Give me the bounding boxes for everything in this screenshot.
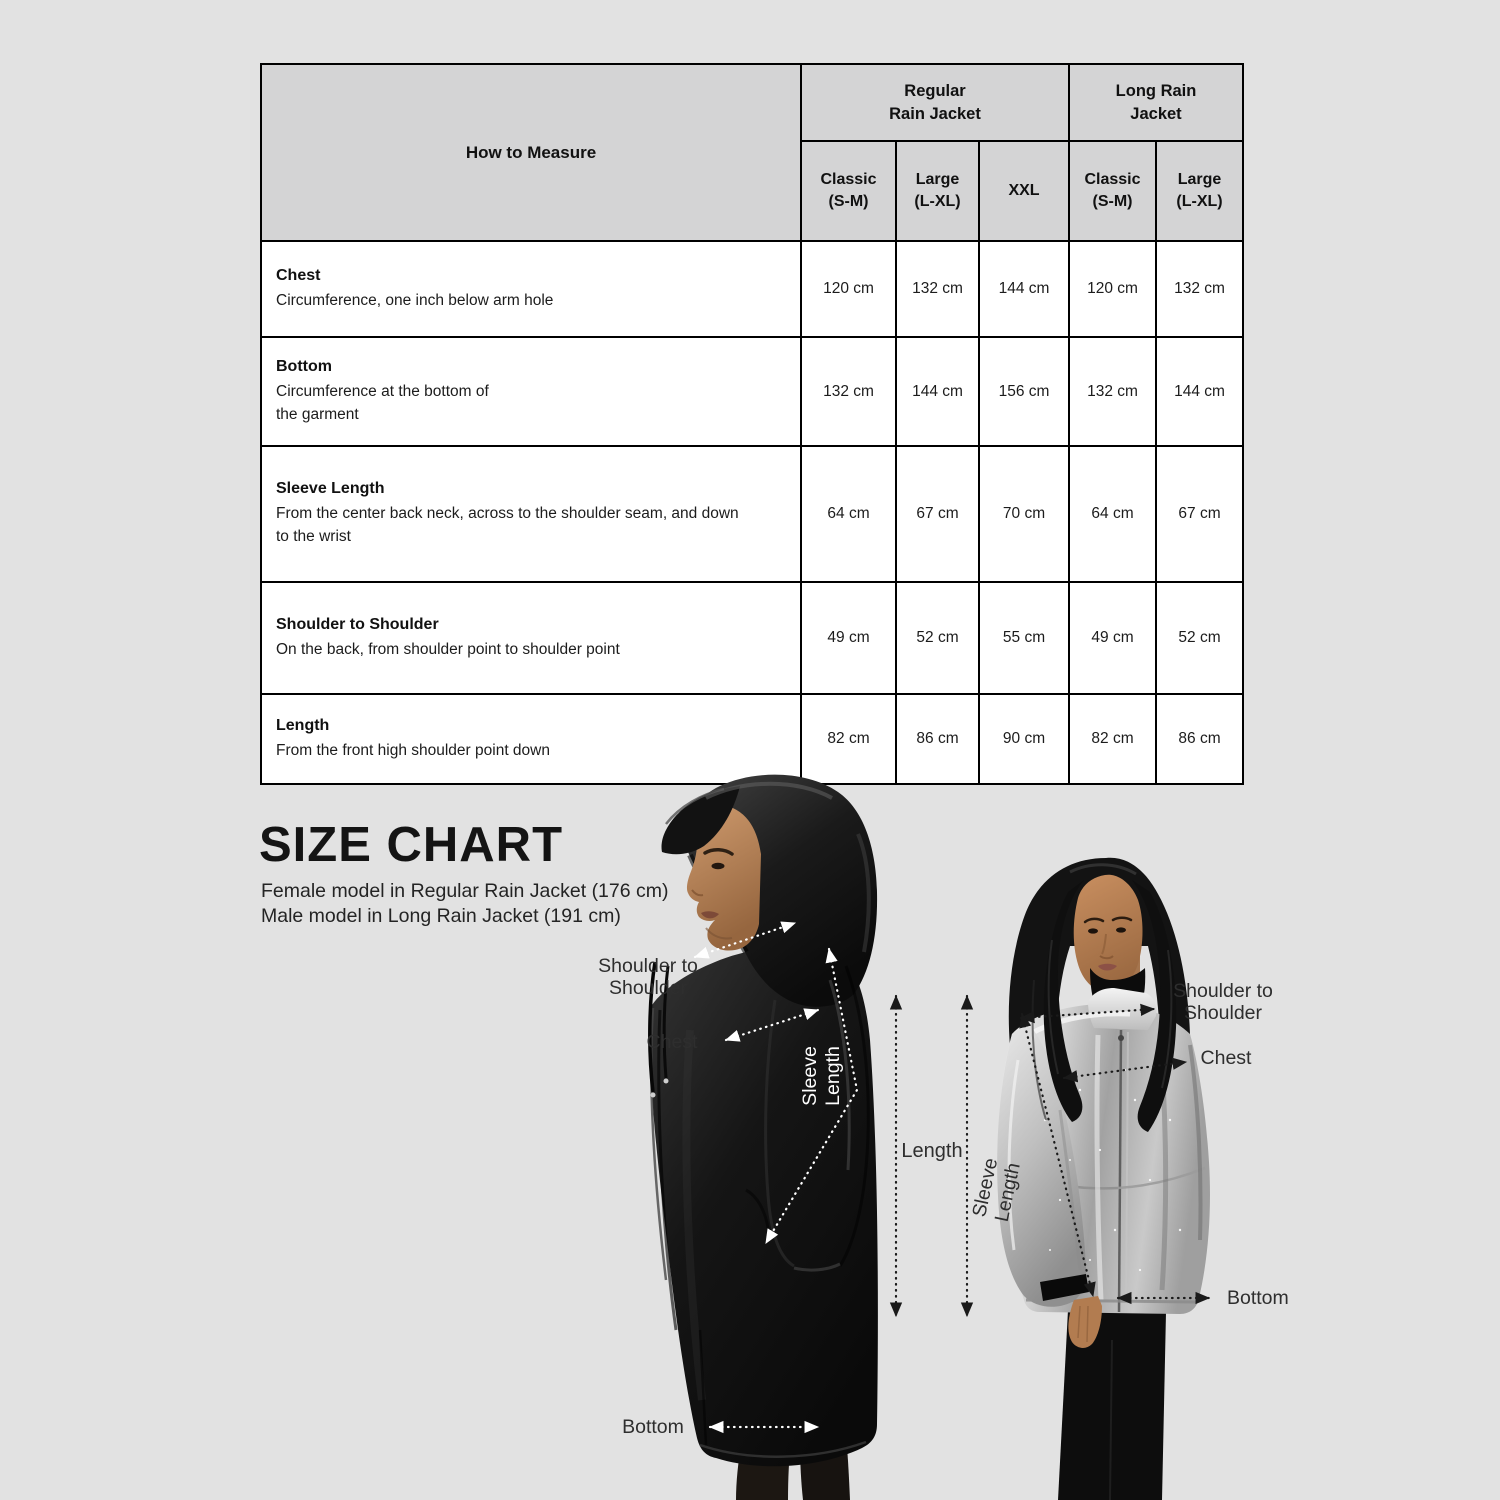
value-cell: 86 cm	[1155, 693, 1244, 785]
female-chest-label: Chest	[1200, 1047, 1252, 1069]
value-cell: 82 cm	[1068, 693, 1157, 785]
female-shoulder-measure-line	[1019, 1003, 1156, 1024]
size-chart-table: How to Measure Regular Rain Jacket Long …	[260, 63, 1244, 785]
value-cell: 55 cm	[978, 581, 1070, 695]
measure-cell-bottom: Bottom Circumference at the bottom of th…	[260, 336, 802, 447]
size-header-long-large: Large (L-XL)	[1155, 140, 1244, 242]
size-header-regular-large: Large (L-XL)	[895, 140, 980, 242]
measure-name: Bottom	[276, 357, 332, 375]
table-size-header-row: Classic (S-M) Large (L-XL) XXL Classic (…	[261, 140, 1244, 242]
group-header-regular: Regular Rain Jacket	[800, 63, 1070, 142]
measure-name: Shoulder to Shoulder	[276, 615, 439, 633]
value-cell: 132 cm	[800, 336, 897, 447]
value-cell: 120 cm	[1068, 240, 1157, 338]
value-cell: 52 cm	[895, 581, 980, 695]
measure-cell-sleeve-length: Sleeve Length From the center back neck,…	[260, 445, 802, 583]
model-info-text: Female model in Regular Rain Jacket (176…	[261, 880, 669, 927]
value-cell: 90 cm	[978, 693, 1070, 785]
male-model-figure	[648, 774, 878, 1500]
group-header-long: Long Rain Jacket	[1068, 63, 1244, 142]
table-row: Shoulder to Shoulder On the back, from s…	[260, 581, 1244, 695]
measure-cell-chest: Chest Circumference, one inch below arm …	[260, 240, 802, 338]
value-cell: 64 cm	[800, 445, 897, 583]
measure-name: Sleeve Length	[276, 480, 385, 497]
male-shoulder-label: Shoulder to Shoulder	[598, 955, 698, 999]
table-group-header-row: How to Measure Regular Rain Jacket Long …	[260, 63, 1244, 242]
table-row: Sleeve Length From the center back neck,…	[260, 445, 1244, 583]
value-cell: 132 cm	[1068, 336, 1157, 447]
value-cell: 132 cm	[1155, 240, 1244, 338]
table-row: Bottom Circumference at the bottom of th…	[260, 336, 1244, 447]
value-cell: 52 cm	[1155, 581, 1244, 695]
measure-description: From the front high shoulder point down	[276, 741, 550, 759]
value-cell: 70 cm	[978, 445, 1070, 583]
value-cell: 49 cm	[800, 581, 897, 695]
value-cell: 144 cm	[1155, 336, 1244, 447]
measure-name: Length	[276, 716, 330, 734]
measure-description: From the center back neck, across to the…	[276, 505, 739, 545]
female-sleeve-measure-line	[1019, 1012, 1096, 1298]
table-row: Length From the front high shoulder poin…	[260, 693, 1244, 785]
value-cell: 67 cm	[1155, 445, 1244, 583]
female-shoulder-label: Shoulder to Shoulder	[1173, 980, 1273, 1024]
value-cell: 156 cm	[978, 336, 1070, 447]
value-cell: 132 cm	[895, 240, 980, 338]
table-row: Chest Circumference, one inch below arm …	[260, 240, 1244, 338]
page-title: SIZE CHART	[259, 818, 563, 872]
measure-description: On the back, from shoulder point to shou…	[276, 640, 620, 658]
value-cell: 49 cm	[1068, 581, 1157, 695]
female-chest-measure-line	[1062, 1057, 1188, 1083]
measure-name: Chest	[276, 266, 321, 284]
female-model-figure	[997, 857, 1210, 1500]
male-bottom-label: Bottom	[622, 1416, 684, 1438]
corner-header: How to Measure	[260, 63, 802, 242]
size-header-regular-xxl: XXL	[978, 140, 1070, 242]
female-bottom-label: Bottom	[1227, 1287, 1289, 1309]
value-cell: 120 cm	[800, 240, 897, 338]
size-header-regular-classic: Classic (S-M)	[800, 140, 897, 242]
measure-cell-length: Length From the front high shoulder poin…	[260, 693, 802, 785]
measure-description: Circumference, one inch below arm hole	[276, 291, 554, 309]
value-cell: 64 cm	[1068, 445, 1157, 583]
male-sleeve-length-label: Sleeve Length	[799, 1046, 844, 1106]
male-chest-label: Chest	[646, 1031, 698, 1053]
value-cell: 144 cm	[978, 240, 1070, 338]
value-cell: 82 cm	[800, 693, 897, 785]
male-shoulder-measure-line	[693, 921, 797, 959]
value-cell: 144 cm	[895, 336, 980, 447]
value-cell: 86 cm	[895, 693, 980, 785]
measure-cell-shoulder: Shoulder to Shoulder On the back, from s…	[260, 581, 802, 695]
length-label: Length	[901, 1140, 963, 1162]
value-cell: 67 cm	[895, 445, 980, 583]
measure-description: Circumference at the bottom of the garme…	[276, 382, 489, 423]
size-header-long-classic: Classic (S-M)	[1068, 140, 1157, 242]
